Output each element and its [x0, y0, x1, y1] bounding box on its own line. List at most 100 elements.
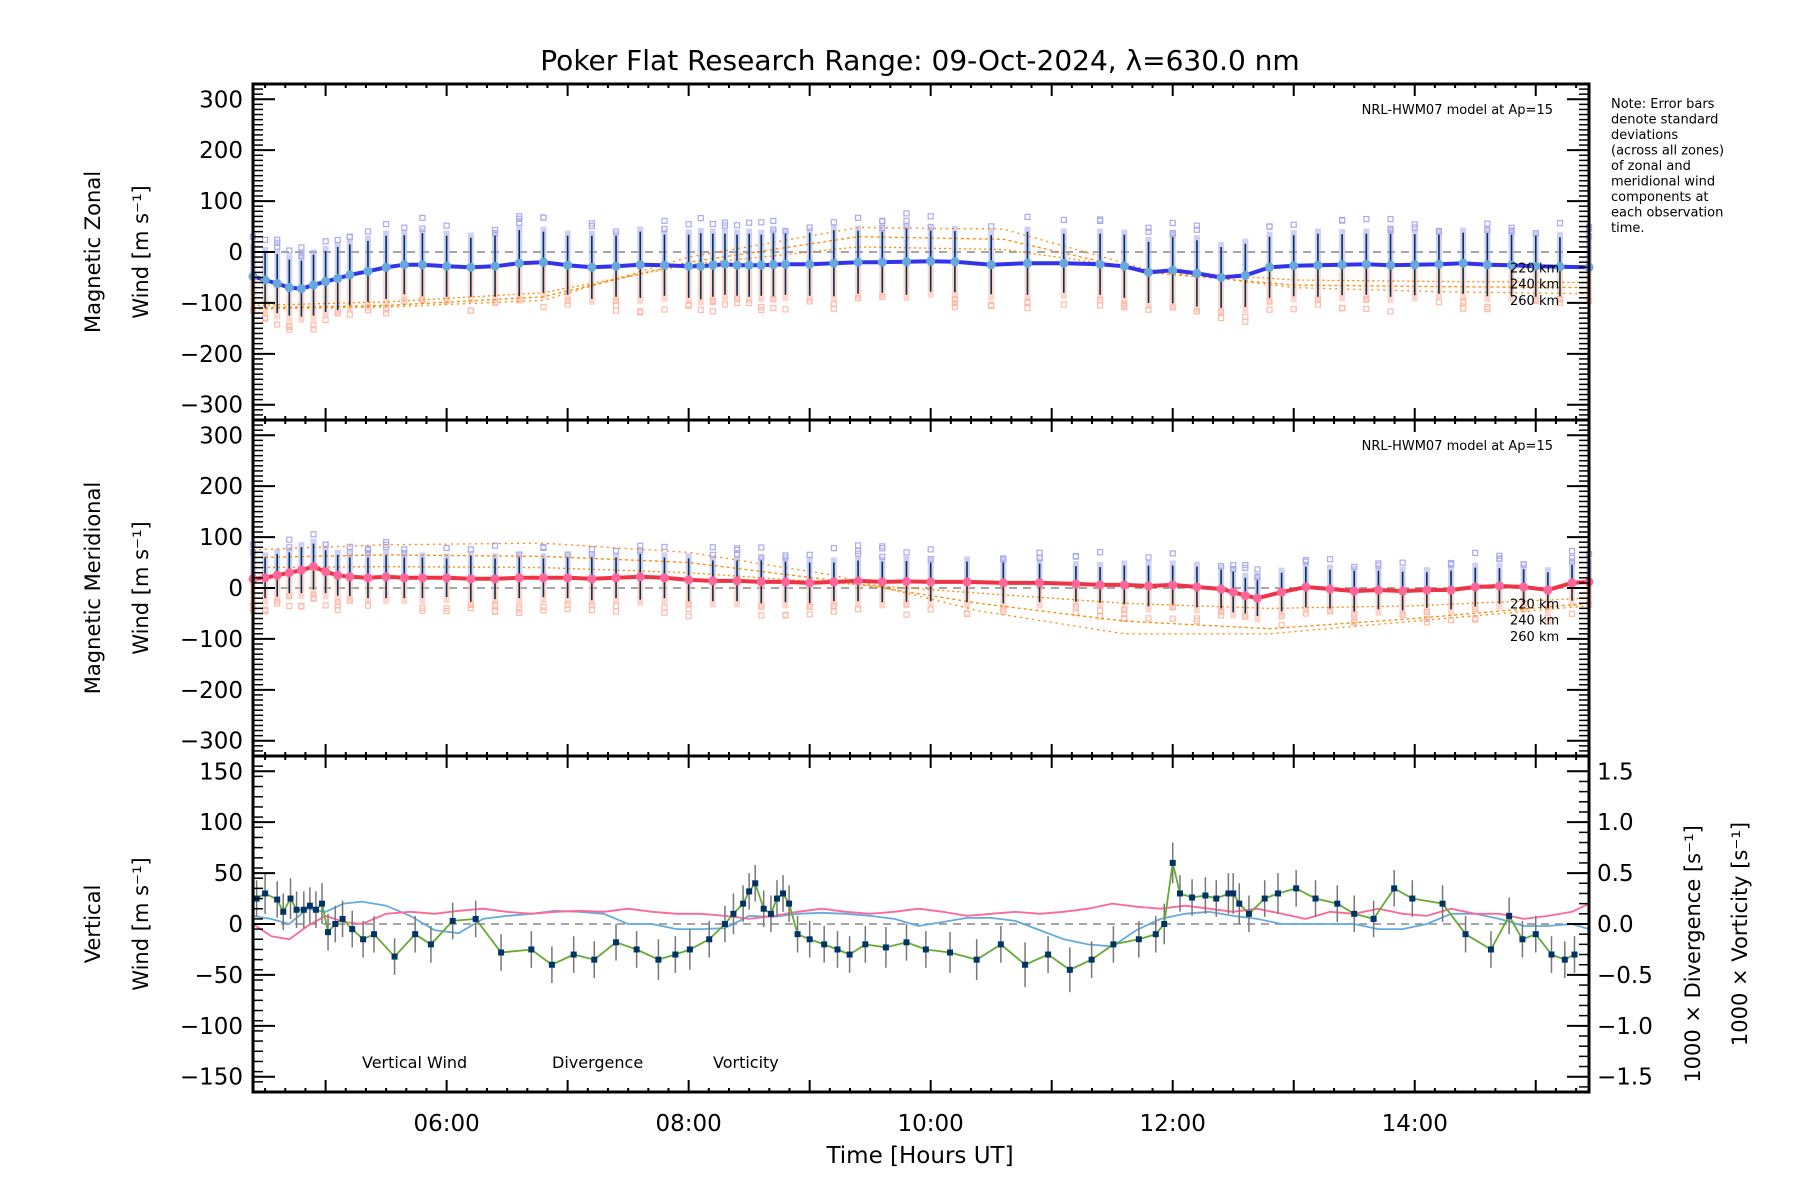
- meridional-wind-point: [442, 573, 452, 583]
- meridional-wind-point: [490, 574, 500, 584]
- divergence-line: [252, 900, 1590, 948]
- left-axis-tick-label: −100: [180, 627, 243, 653]
- left-axis-tick-label: −150: [180, 1065, 243, 1091]
- zonal-wind-point: [1555, 262, 1565, 272]
- vertical-wind-point: [1213, 895, 1220, 902]
- vertical-wind-point: [752, 880, 759, 887]
- zone-marker: [733, 299, 741, 307]
- zone-marker: [806, 298, 813, 305]
- x-axis-label: Time [Hours UT]: [825, 1143, 1013, 1169]
- vertical-wind-point: [1561, 956, 1568, 963]
- vertical-wind-point: [1391, 885, 1398, 892]
- zone-marker: [1302, 558, 1309, 565]
- note-line: deviations: [1611, 128, 1678, 143]
- zone-marker: [540, 544, 547, 552]
- zone-marker: [927, 606, 934, 613]
- zone-marker: [697, 214, 704, 222]
- right-axis-tick-label: 1.0: [1597, 810, 1634, 836]
- divergence-axis-label: 1000 × Divergence [s⁻¹]: [1681, 825, 1705, 1083]
- zone-marker: [1508, 224, 1515, 231]
- zone-marker: [1097, 607, 1104, 614]
- zonal-wind-point: [1265, 262, 1275, 272]
- zone-marker: [1024, 304, 1031, 312]
- zone-marker: [516, 606, 523, 613]
- zone-marker: [951, 296, 958, 303]
- zone-marker: [830, 545, 837, 552]
- vertical-wind-point: [922, 946, 929, 953]
- zone-marker: [1556, 295, 1564, 303]
- zone-marker: [1266, 306, 1273, 313]
- vertical-wind-point: [449, 917, 456, 924]
- zone-marker: [310, 531, 317, 538]
- meridional-wind-point: [877, 577, 887, 587]
- meridional-model-label: NRL-HWM07 model at Ap=15: [1362, 439, 1553, 454]
- zone-marker: [588, 551, 595, 558]
- vertical-wind-point: [1261, 895, 1268, 902]
- zonal-wind-point: [853, 257, 863, 267]
- meridional-wind-point: [853, 576, 863, 586]
- zone-marker: [334, 310, 341, 317]
- zone-marker: [879, 217, 886, 224]
- vertical-wind-point: [780, 890, 787, 897]
- zonal-wind-point: [309, 280, 319, 290]
- zone-marker: [1024, 298, 1031, 305]
- meridional-wind-point: [998, 578, 1008, 588]
- zone-marker: [401, 550, 408, 557]
- zone-marker: [806, 603, 813, 611]
- zone-marker: [564, 605, 571, 613]
- meridional-wind-point: [1543, 585, 1553, 595]
- vorticity-line: [252, 902, 1590, 941]
- zone-marker: [927, 546, 934, 553]
- zone-marker: [467, 307, 474, 314]
- note-line: each observation: [1611, 206, 1723, 221]
- zonal-wind-point: [1434, 259, 1444, 269]
- zone-marker: [830, 219, 837, 226]
- zone-marker: [1278, 612, 1285, 620]
- zone-marker: [903, 222, 910, 230]
- vertical-wind-point: [794, 931, 801, 938]
- zone-marker: [1326, 608, 1334, 615]
- zonal-wind-point: [877, 257, 887, 267]
- left-axis-tick-label: −50: [194, 963, 243, 989]
- meridional-wind-point: [756, 577, 766, 587]
- left-axis-tick-label: 300: [199, 87, 243, 113]
- zonal-wind-point: [333, 273, 343, 283]
- meridional-wind-point: [333, 570, 343, 580]
- vertical-wind-point: [332, 921, 339, 927]
- zone-marker: [1169, 615, 1176, 622]
- zone-marker: [286, 326, 293, 333]
- zonal-wind-point: [901, 257, 911, 267]
- zone-marker: [758, 603, 765, 610]
- zonal-model-label: NRL-HWM07 model at Ap=15: [1362, 103, 1553, 118]
- zone-marker: [1387, 308, 1394, 315]
- zonal-wind-point: [417, 260, 427, 270]
- zone-marker: [612, 228, 620, 235]
- zone-marker: [467, 307, 474, 314]
- vertical-wind-point: [1506, 912, 1513, 919]
- zonal-wind-point: [490, 261, 500, 271]
- zone-marker: [401, 224, 408, 231]
- zone-marker: [927, 223, 934, 231]
- meridional-wind-point: [926, 577, 936, 587]
- zone-marker: [709, 220, 716, 228]
- zone-marker: [1435, 227, 1443, 235]
- zone-marker: [1484, 226, 1491, 233]
- meridional-wind-point: [780, 577, 790, 587]
- vertical-ylabel-line2: Wind [m s⁻¹]: [129, 857, 153, 990]
- zone-marker: [1266, 223, 1273, 230]
- note-line: of zonal and: [1611, 159, 1691, 174]
- vertical-ylabel-line1: Vertical: [81, 885, 105, 964]
- meridional-wind-point: [1240, 591, 1250, 601]
- zonal-wind-point: [1168, 265, 1178, 275]
- zonal-wind-point: [538, 257, 548, 267]
- zone-marker: [1460, 305, 1467, 312]
- zone-marker: [310, 591, 317, 598]
- meridional-wind-point: [1398, 586, 1408, 596]
- zonal-wind-point: [399, 260, 409, 270]
- zone-marker: [1169, 304, 1176, 311]
- vertical-wind-point: [821, 941, 828, 948]
